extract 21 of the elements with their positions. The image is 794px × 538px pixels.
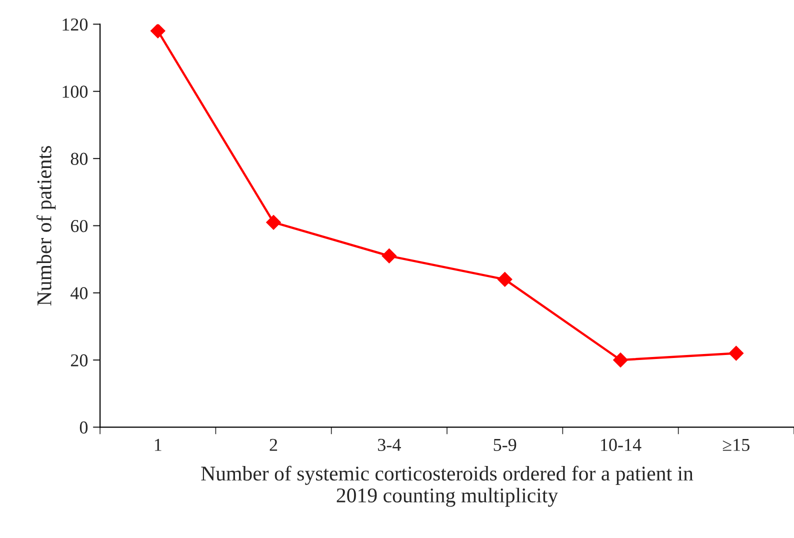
y-tick-label: 120 [62,18,88,31]
point [382,248,397,264]
y-tick-label: 40 [70,287,88,300]
y-tick-label: 60 [70,220,88,232]
y-tick-label: 80 [70,152,88,165]
y-tick-label: 20 [70,354,88,366]
y-tick-label: 0 [80,421,88,434]
x-tick-label: 3-4 [378,438,401,451]
x-axis-title: Number of systemic corticosteroids ordered for a patient in 2019 counting multiplicity [201,466,694,507]
y-axis-title: Number of patients [36,146,56,306]
point [497,272,512,287]
x-tick-label: ≥15 [722,438,750,451]
y-tick-label: 100 [62,86,88,98]
point [150,24,166,38]
point [728,346,744,361]
point [613,352,628,368]
point [266,214,281,230]
x-tick-label: 2 [270,438,278,451]
x-tick-label: 1 [154,438,162,451]
x-tick-label: 10-14 [601,438,642,451]
x-tick-label: 5-9 [494,438,516,451]
